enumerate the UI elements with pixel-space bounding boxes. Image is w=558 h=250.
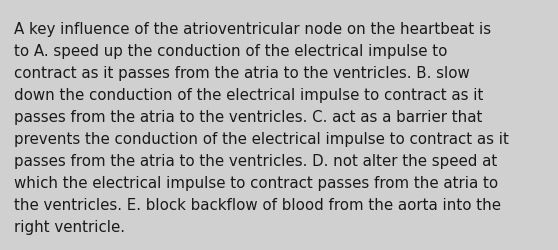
Text: down the conduction of the electrical impulse to contract as it: down the conduction of the electrical im… bbox=[14, 88, 483, 102]
Text: the ventricles. E. block backflow of blood from the aorta into the: the ventricles. E. block backflow of blo… bbox=[14, 197, 501, 212]
Text: contract as it passes from the atria to the ventricles. B. slow: contract as it passes from the atria to … bbox=[14, 66, 470, 81]
Text: passes from the atria to the ventricles. C. act as a barrier that: passes from the atria to the ventricles.… bbox=[14, 110, 482, 124]
Text: passes from the atria to the ventricles. D. not alter the speed at: passes from the atria to the ventricles.… bbox=[14, 154, 497, 168]
Text: A key influence of the atrioventricular node on the heartbeat is: A key influence of the atrioventricular … bbox=[14, 22, 491, 37]
Text: right ventricle.: right ventricle. bbox=[14, 219, 125, 234]
Text: to A. speed up the conduction of the electrical impulse to: to A. speed up the conduction of the ele… bbox=[14, 44, 448, 59]
Text: which the electrical impulse to contract passes from the atria to: which the electrical impulse to contract… bbox=[14, 175, 498, 190]
Text: prevents the conduction of the electrical impulse to contract as it: prevents the conduction of the electrica… bbox=[14, 132, 509, 146]
